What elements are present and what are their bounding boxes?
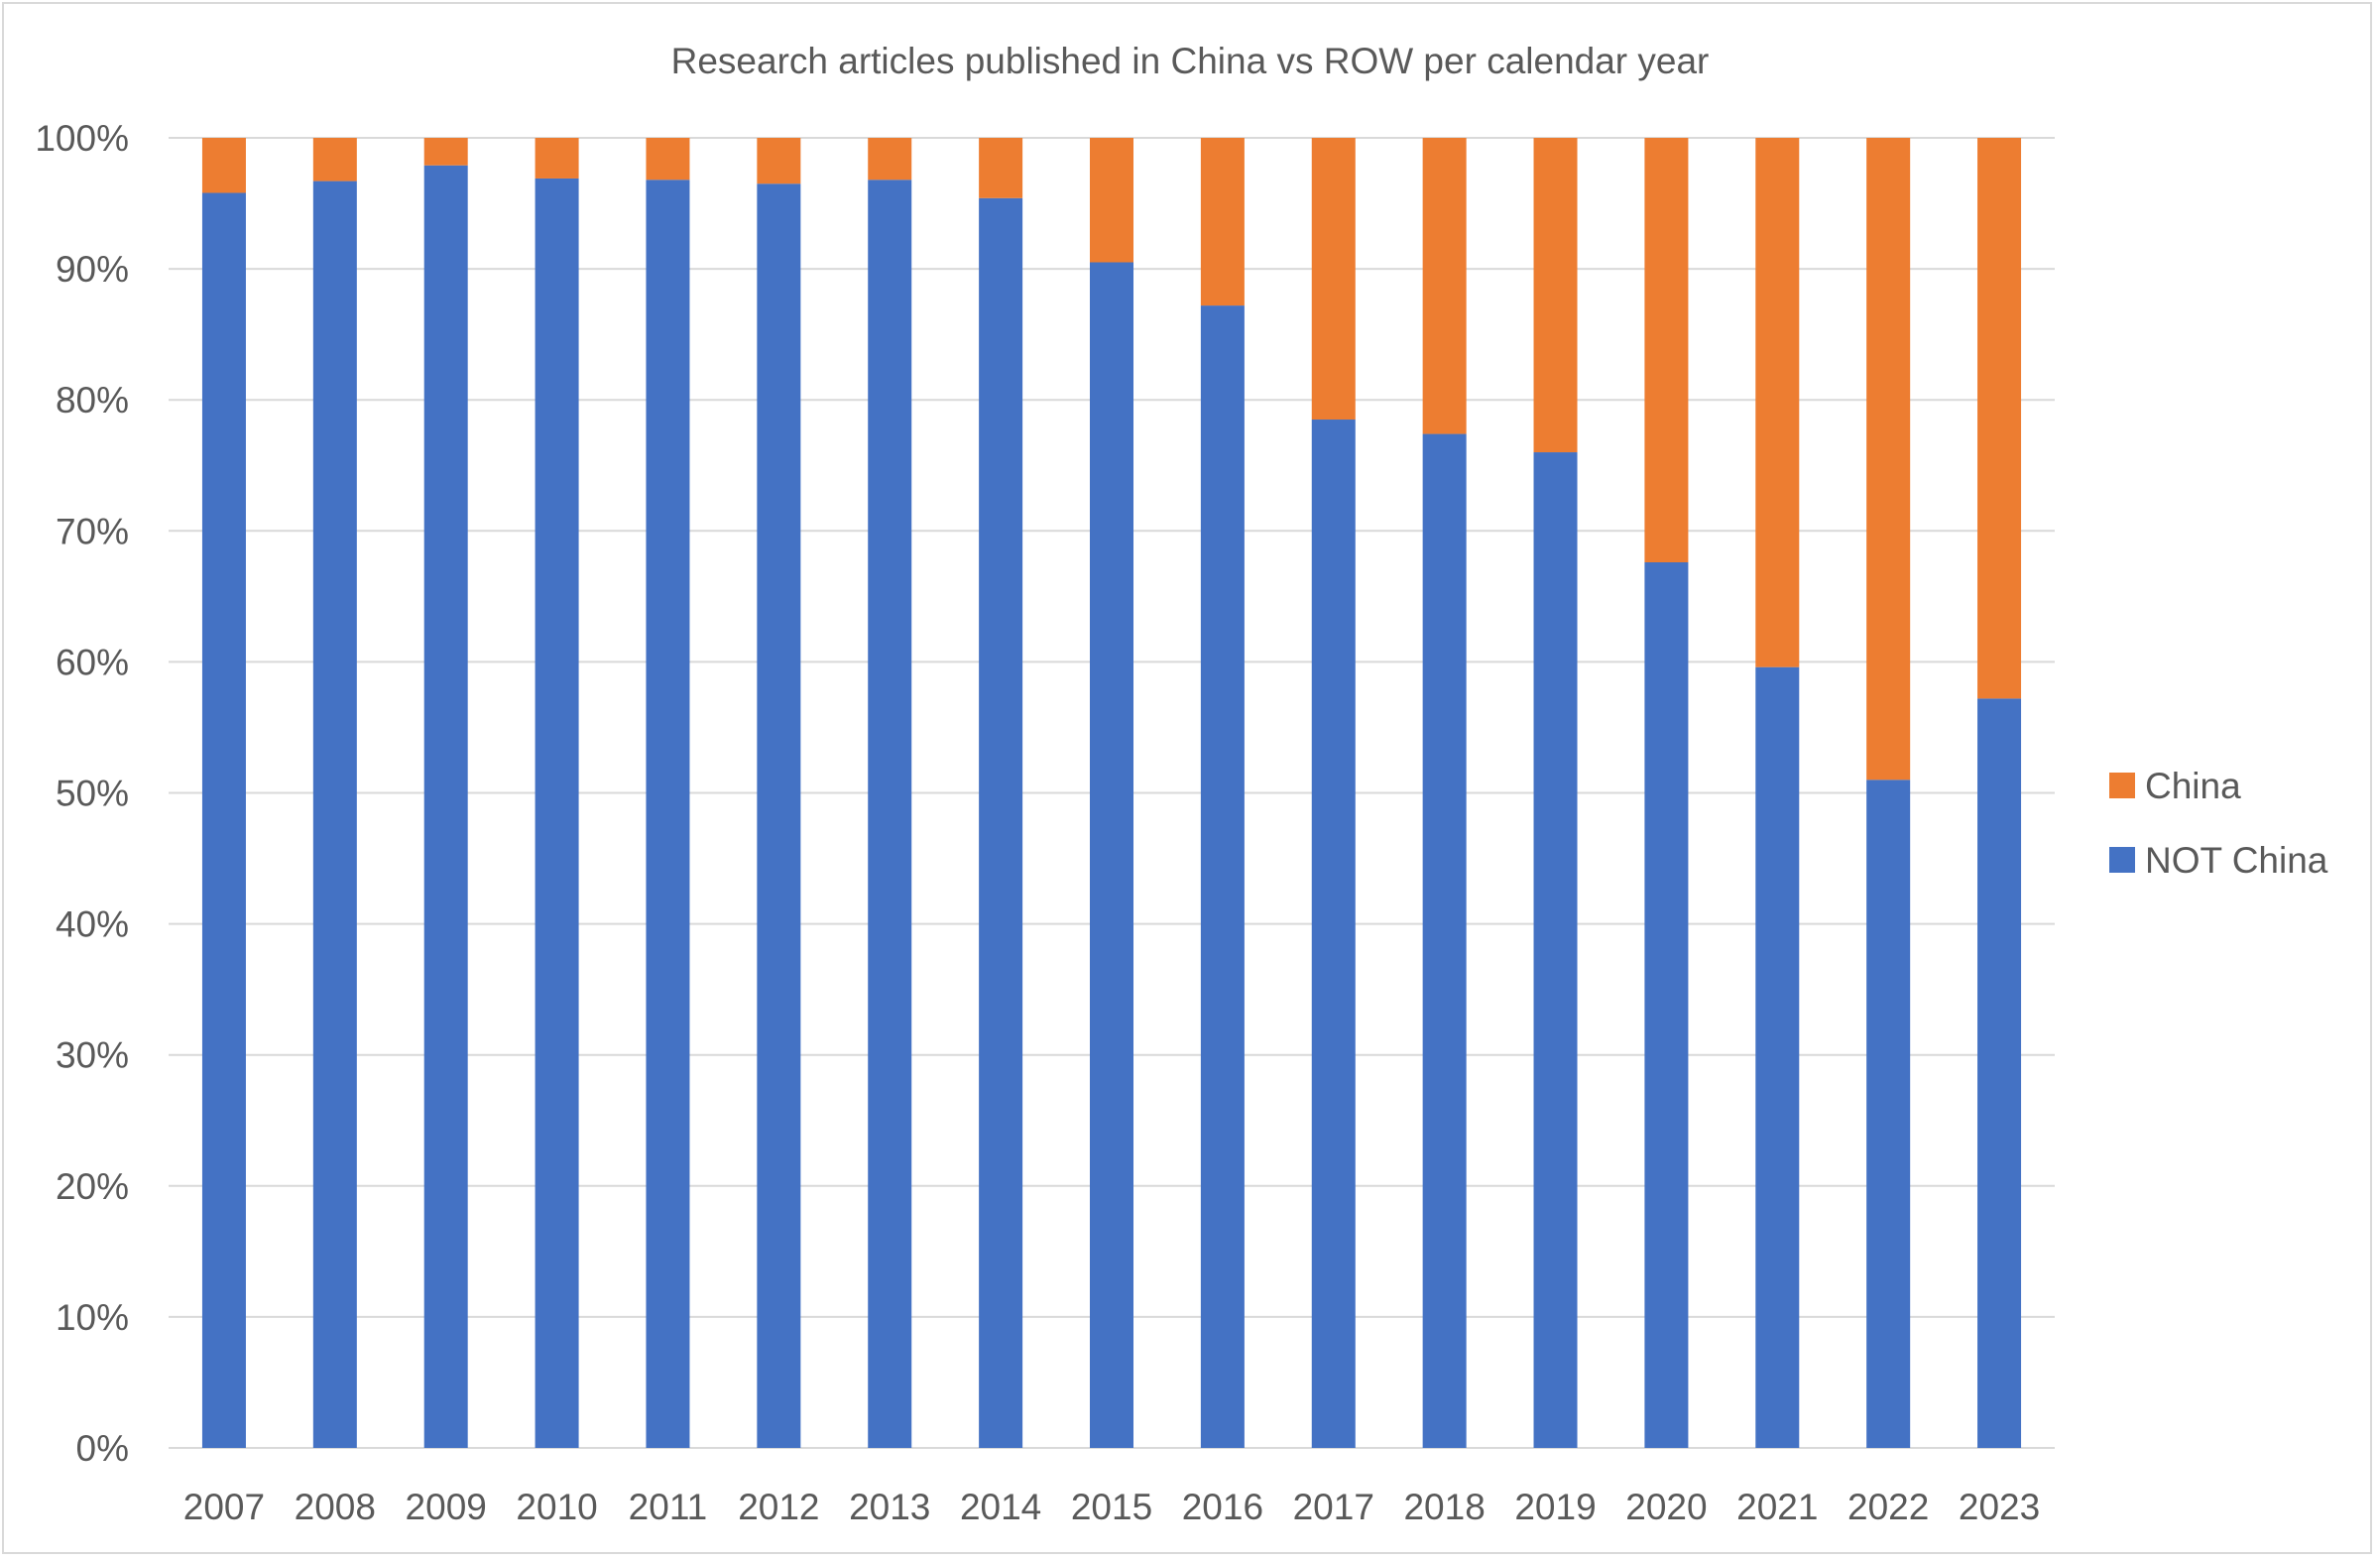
bar-not-china-2010 — [535, 178, 579, 1448]
bar-not-china-2011 — [646, 180, 690, 1449]
bar-china-2023 — [1977, 138, 2022, 699]
bar-not-china-2023 — [1977, 698, 2022, 1448]
x-tick-label: 2017 — [1293, 1487, 1374, 1527]
bar-china-2016 — [1200, 138, 1245, 306]
bar-not-china-2016 — [1200, 305, 1245, 1448]
x-axis-tick-labels: 2007 2008 2009 2010 2011 2012 2013 2014 2015 2016… — [183, 1487, 2040, 1527]
bar-not-china-2017 — [1311, 420, 1356, 1448]
bar-china-2011 — [646, 138, 690, 180]
bar-not-china-2020 — [1644, 562, 1689, 1448]
bar-not-china-2022 — [1866, 780, 1911, 1448]
bar-china-2012 — [757, 138, 801, 184]
y-tick-label: 90% — [56, 249, 129, 290]
x-tick-label: 2016 — [1182, 1487, 1263, 1527]
y-tick-label: 60% — [56, 642, 129, 682]
x-tick-label: 2007 — [183, 1487, 265, 1527]
y-axis-tick-labels: 0% 10% 20% 30% 40% 50% 60% 70% 80% 90% 100% — [35, 118, 129, 1469]
bar-not-china-2012 — [757, 183, 801, 1449]
x-tick-label: 2010 — [516, 1487, 597, 1527]
y-tick-label: 40% — [56, 904, 129, 945]
x-tick-label: 2019 — [1514, 1487, 1596, 1527]
chart-title: Research articles published in China vs … — [671, 41, 1710, 81]
bar-not-china-2008 — [312, 180, 357, 1448]
x-tick-label: 2021 — [1736, 1487, 1818, 1527]
bar-not-china-2009 — [423, 165, 468, 1449]
y-tick-label: 70% — [56, 511, 129, 551]
legend-swatch-not-china — [2109, 847, 2135, 873]
bar-china-2008 — [312, 138, 357, 181]
y-tick-label: 0% — [76, 1428, 129, 1469]
x-tick-label: 2011 — [629, 1487, 708, 1527]
x-tick-label: 2015 — [1071, 1487, 1152, 1527]
bar-china-2013 — [868, 138, 912, 180]
x-tick-label: 2014 — [960, 1487, 1041, 1527]
y-tick-label: 80% — [56, 380, 129, 420]
x-tick-label: 2013 — [849, 1487, 930, 1527]
y-tick-label: 30% — [56, 1035, 129, 1076]
bar-not-china-2015 — [1090, 262, 1133, 1448]
bar-not-china-2007 — [201, 192, 246, 1449]
legend-label-china: China — [2145, 766, 2241, 806]
bar-china-2007 — [201, 138, 246, 193]
bars — [201, 138, 2022, 1449]
legend: China NOT China — [2109, 766, 2328, 881]
bar-china-2015 — [1090, 138, 1133, 263]
x-tick-label: 2022 — [1847, 1487, 1929, 1527]
x-tick-label: 2008 — [295, 1487, 376, 1527]
x-tick-label: 2018 — [1403, 1487, 1485, 1527]
bar-not-china-2019 — [1533, 452, 1578, 1448]
bar-china-2022 — [1866, 138, 1911, 780]
bar-china-2021 — [1755, 138, 1800, 667]
bar-china-2019 — [1533, 138, 1578, 453]
bar-china-2014 — [979, 138, 1023, 198]
legend-swatch-china — [2109, 773, 2135, 798]
x-tick-label: 2023 — [1959, 1487, 2040, 1527]
x-tick-label: 2012 — [738, 1487, 819, 1527]
bar-not-china-2014 — [979, 197, 1023, 1449]
bar-china-2017 — [1311, 138, 1356, 420]
y-tick-label: 50% — [56, 774, 129, 814]
bar-not-china-2013 — [868, 180, 912, 1449]
x-tick-label: 2009 — [406, 1487, 487, 1527]
bar-not-china-2021 — [1755, 666, 1800, 1448]
bar-china-2018 — [1422, 138, 1467, 434]
y-tick-label: 100% — [35, 118, 129, 159]
y-tick-label: 10% — [56, 1297, 129, 1338]
bar-china-2009 — [423, 138, 468, 166]
y-tick-label: 20% — [56, 1166, 129, 1207]
bar-china-2010 — [535, 138, 579, 179]
legend-label-not-china: NOT China — [2145, 840, 2328, 881]
bar-not-china-2018 — [1422, 433, 1467, 1448]
x-tick-label: 2020 — [1625, 1487, 1707, 1527]
bar-china-2020 — [1644, 138, 1689, 563]
